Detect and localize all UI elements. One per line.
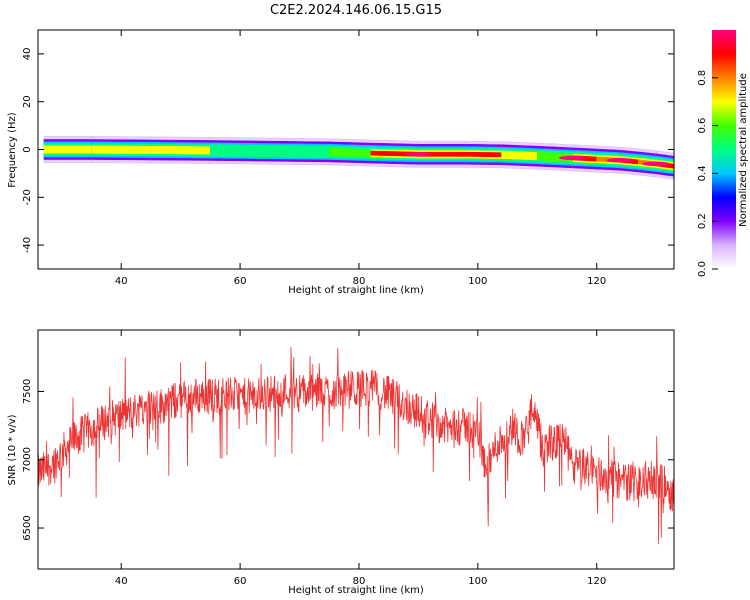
- spectrogram-band: [150, 145, 211, 155]
- snr-y-axis-label: SNR (10 * v/v): [7, 414, 18, 485]
- spectrogram-x-tick-label: 120: [587, 276, 606, 287]
- colorbar-tick-label: 0.6: [697, 118, 708, 134]
- colorbar-label: Normalized spectral amplitude: [738, 73, 749, 227]
- snr-panel: 40 60 80 100 120 7500 7000 6500 Height of stra…: [7, 329, 675, 596]
- spectrogram-peak: [558, 155, 587, 161]
- snr-series-line: [38, 346, 674, 545]
- figure-title: C2E2.2024.146.06.15.G15: [270, 3, 442, 18]
- colorbar-tick-label: 0.2: [697, 213, 708, 229]
- snr-x-tick-label: 60: [234, 576, 247, 587]
- snr-y-ticks: 7500 7000 6500: [22, 379, 674, 541]
- spectrogram-band: [501, 150, 538, 161]
- spectrogram-x-tick-label: 100: [468, 276, 487, 287]
- snr-x-tick-label: 100: [468, 576, 487, 587]
- spectrogram-peak: [642, 161, 671, 167]
- snr-y-tick-label: 6500: [22, 515, 33, 540]
- colorbar-ticks: 0.0 0.2 0.4 0.6 0.8: [697, 70, 718, 277]
- spectrogram-ridge: [43, 136, 674, 180]
- colorbar-tick-label: 0.0: [697, 261, 708, 277]
- spectrogram-x-ticks: 40 60 80 100 120: [115, 30, 606, 287]
- spectrogram-panel: 40 60 80 100 120 40 20 0 -20 -40 Height of strai…: [7, 29, 675, 296]
- snr-y-tick-label: 7000: [22, 447, 33, 472]
- colorbar: 0.0 0.2 0.4 0.6 0.8 Normalized spectral ampl…: [697, 30, 749, 277]
- colorbar-tick-label: 0.4: [697, 165, 708, 181]
- snr-x-tick-label: 40: [115, 576, 128, 587]
- spectrogram-y-tick-label: 40: [22, 48, 33, 61]
- spectrogram-y-axis-label: Frequency (Hz): [7, 112, 18, 188]
- spectrogram-band: [91, 145, 152, 155]
- spectrogram-x-axis-label: Height of straight line (km): [288, 285, 424, 296]
- spectrogram-band: [269, 145, 330, 158]
- spectrogram-peak: [404, 152, 433, 157]
- snr-x-tick-label: 120: [587, 576, 606, 587]
- snr-x-axis-label: Height of straight line (km): [288, 585, 424, 596]
- snr-x-ticks: 40 60 80 100 120: [115, 330, 606, 587]
- spectrogram-y-tick-label: -40: [22, 237, 33, 253]
- snr-y-tick-label: 7500: [22, 379, 33, 404]
- snr-plot-area: [38, 330, 674, 569]
- spectrogram-y-ticks: 40 20 0 -20 -40: [22, 48, 674, 253]
- spectrogram-x-tick-label: 80: [353, 276, 366, 287]
- spectrogram-y-tick-label: -20: [22, 189, 33, 205]
- spectrogram-band: [210, 144, 271, 158]
- spectrogram-band: [329, 149, 372, 156]
- spectrogram-peak: [606, 158, 635, 163]
- colorbar-gradient: [712, 30, 736, 269]
- colorbar-tick-label: 0.8: [697, 70, 708, 86]
- snr-frame: [37, 329, 675, 570]
- spectrogram-y-tick-label: 0: [22, 146, 33, 152]
- spectrogram-x-tick-label: 60: [234, 276, 247, 287]
- spectrogram-band: [43, 145, 92, 154]
- spectrogram-peak: [451, 152, 480, 157]
- snr-x-tick-label: 80: [353, 576, 366, 587]
- spectrogram-x-tick-label: 40: [115, 276, 128, 287]
- spectrogram-y-tick-label: 20: [22, 95, 33, 108]
